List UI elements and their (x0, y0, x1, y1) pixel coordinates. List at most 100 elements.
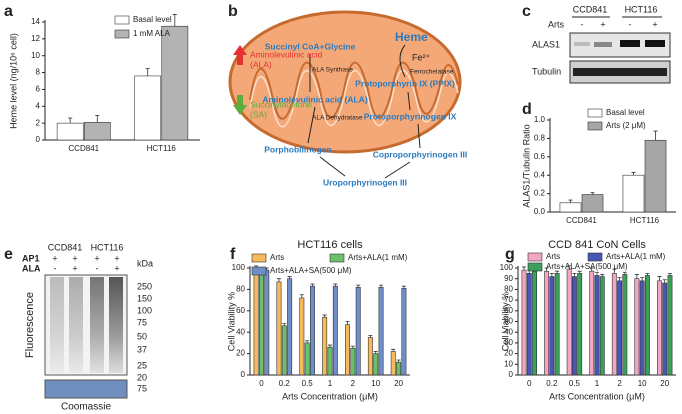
sign: + (652, 19, 657, 29)
bar (644, 275, 650, 376)
x-tick-label: 10 (638, 379, 647, 388)
marker: 75 (137, 383, 147, 393)
bar (134, 75, 162, 141)
error-bar (567, 265, 572, 270)
error-bar (276, 278, 281, 282)
x-tick-label: 2 (351, 379, 356, 388)
sign: - (581, 19, 584, 29)
label: (ALA) (250, 59, 272, 69)
label: (SA) (250, 109, 267, 119)
bar (554, 273, 560, 376)
label: Uroporphyrinogen III (323, 177, 407, 187)
y-label: Fluorescence (24, 292, 36, 358)
protein: ALAS1 (532, 39, 560, 49)
panel-label: d (522, 101, 532, 118)
x-tick-label: 0.2 (279, 379, 291, 388)
y-tick-label: 0.4 (534, 170, 546, 179)
panel-label: e (4, 246, 13, 263)
label: Succinyl CoA+Glycine (265, 41, 356, 51)
label: Aminolevulinic acid (ALA) (262, 94, 367, 104)
bar (644, 139, 667, 213)
bar (581, 194, 604, 213)
bar (390, 351, 396, 376)
error-bar (287, 276, 292, 279)
legend-label: Arts (546, 252, 560, 261)
bar (589, 270, 595, 376)
error-bar (612, 268, 617, 274)
error-bar (379, 284, 384, 288)
sign: - (54, 263, 57, 273)
y-tick-label: 100 (500, 263, 514, 272)
down-arrow (233, 95, 247, 115)
bar (367, 337, 373, 376)
panel-label: b (228, 3, 238, 20)
y-tick-label: 60 (236, 306, 245, 315)
x-tick-label: 10 (371, 379, 380, 388)
label: Ferrochelatase (410, 69, 454, 76)
row-label: Arts (548, 19, 565, 29)
x-tick-label: 0.5 (569, 379, 581, 388)
cell-line: HCT116 (625, 4, 658, 14)
bar (622, 174, 645, 213)
error-bar (653, 130, 658, 141)
error-bar (634, 274, 639, 279)
y-tick-label: 10 (504, 359, 513, 368)
error-bar (662, 279, 667, 283)
x-label: Arts Concentration (μM) (282, 391, 378, 401)
error-bar (172, 14, 177, 27)
bar (287, 278, 293, 376)
error-bar (640, 277, 645, 281)
cristae (249, 61, 459, 120)
sign: + (72, 263, 77, 273)
y-tick-label: 12 (31, 34, 40, 43)
bar (401, 288, 407, 376)
label: Fe²⁺ (412, 52, 431, 62)
row-label: AP1 (22, 253, 40, 263)
error-bar (373, 351, 378, 354)
y-label: Cell Viability % (500, 292, 510, 351)
sign: + (94, 253, 99, 263)
bar (355, 286, 361, 376)
error-bar (645, 272, 650, 276)
error-bar (396, 359, 401, 363)
bar (639, 280, 645, 376)
bar (559, 202, 582, 213)
bar (304, 342, 310, 376)
legend-swatch (251, 253, 267, 263)
bar (264, 269, 270, 376)
y-tick-label: 60 (504, 306, 513, 315)
legend-swatch (587, 121, 603, 131)
panel-label: c (522, 3, 531, 20)
sign: + (114, 263, 119, 273)
y-tick-label: 0 (36, 135, 41, 144)
y-tick-label: 40 (504, 327, 513, 336)
y-tick-label: 0.6 (534, 152, 546, 161)
error-bar (282, 323, 287, 326)
marker: 37 (137, 344, 147, 354)
legend-swatch (251, 266, 267, 276)
bar (549, 276, 555, 376)
label: Succinylacetone (250, 99, 312, 109)
y-tick-label: 80 (236, 285, 245, 294)
error-bar (572, 272, 577, 277)
error-bar (345, 321, 350, 325)
y-tick-label: 14 (31, 17, 40, 26)
error-bar (322, 314, 327, 318)
sign: - (96, 263, 99, 273)
label: Coproporphyrinogen III (373, 149, 467, 159)
marker: 75 (137, 317, 147, 327)
x-tick-label: CCD841 (68, 144, 99, 153)
error-bar (589, 267, 594, 272)
x-tick-label: HCT116 (630, 216, 660, 225)
legend-label: Arts (270, 253, 284, 262)
y-tick-label: 6 (36, 85, 41, 94)
label: Heme (395, 30, 428, 44)
up-arrow (233, 45, 247, 65)
bar (566, 268, 572, 376)
bar (599, 276, 605, 376)
bar (161, 25, 189, 141)
y-tick-label: 0 (509, 370, 514, 379)
error-bar (68, 117, 73, 124)
y-tick-label: 40 (236, 327, 245, 336)
